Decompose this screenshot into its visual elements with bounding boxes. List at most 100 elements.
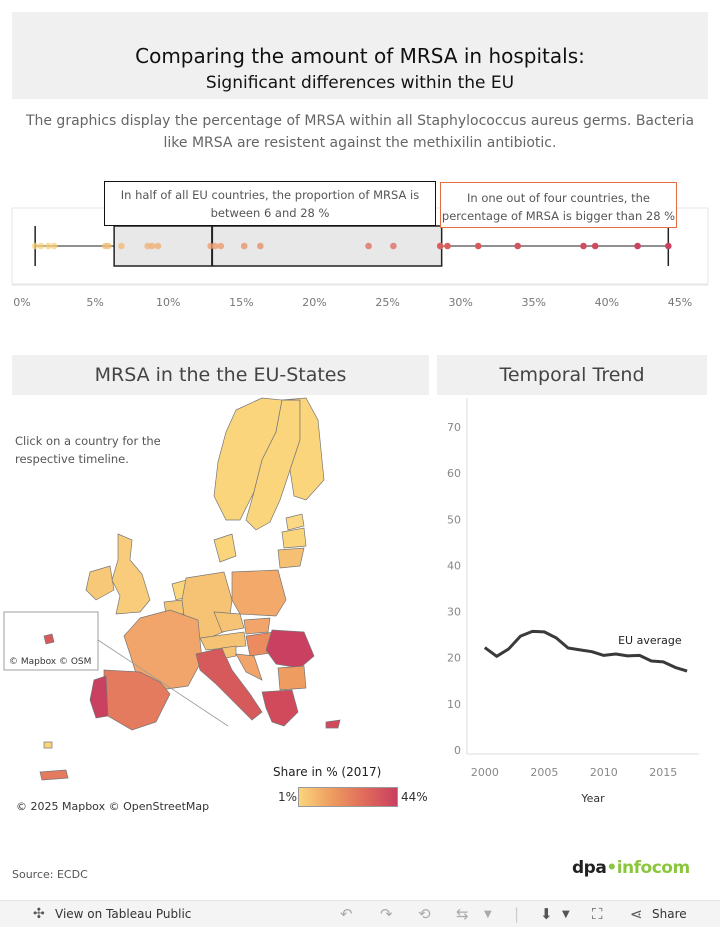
country-malta[interactable] [43,633,55,645]
country-uk[interactable] [111,533,151,615]
tableau-icon[interactable]: ✣ [33,906,45,922]
legend-min-label: 1% [278,790,298,804]
x-tick-label: 20% [302,296,326,309]
country-croatia[interactable] [235,653,263,681]
page-title: Comparing the amount of MRSA in hospital… [135,44,585,68]
map-section-header: MRSA in the the EU-States [12,355,429,395]
x-tick-label: 2015 [649,766,677,779]
data-point[interactable] [45,242,52,250]
map-credit[interactable]: © 2025 Mapbox © OpenStreetMap [16,800,210,813]
data-point[interactable] [634,242,641,250]
country-ireland[interactable] [85,565,115,601]
y-tick-label: 40 [447,559,461,572]
data-point[interactable] [118,242,125,250]
data-point[interactable] [665,242,672,250]
country-canaries[interactable] [39,769,69,781]
country-iceland[interactable] [43,741,53,749]
country-poland[interactable] [231,569,287,617]
iqr-box [113,225,443,267]
data-point[interactable] [104,242,112,250]
data-point[interactable] [154,242,162,250]
country-cyprus[interactable] [325,719,341,729]
country-latvia[interactable] [281,527,307,549]
inset-connector [97,639,229,727]
trend-chart[interactable]: 0 10 20 30 40 50 60 70 2000 2005 2010 2015 Year EU av… [437,396,707,816]
series-label: EU average [618,634,682,647]
y-tick-label: 30 [447,606,461,619]
x-tick-label: 2005 [530,766,558,779]
data-point[interactable] [148,242,156,250]
data-point[interactable] [31,242,39,250]
data-point[interactable] [37,242,45,250]
series-line-eu-average[interactable] [483,629,688,673]
data-point[interactable] [444,242,451,250]
x-axis-title: Year [580,792,605,805]
country-estonia[interactable] [285,513,305,531]
data-point[interactable] [257,242,264,250]
x-tick-label: 35% [522,296,546,309]
country-bulgaria[interactable] [277,665,307,691]
data-point[interactable] [514,242,521,250]
y-tick-label: 60 [447,467,461,480]
tableau-toolbar: ✣ View on Tableau Public ↶ ↷ ⟲ ⇆ ▼ | ⬇ ▼… [0,900,720,927]
x-tick-label: 40% [595,296,619,309]
x-tick-label: 0% [13,296,30,309]
annotation-top-quartile-text: In one out of four countries, the percen… [441,191,676,223]
data-point[interactable] [390,242,397,250]
data-point[interactable] [217,242,225,250]
x-tick-label: 15% [229,296,253,309]
data-point[interactable] [365,242,372,250]
country-lithuania[interactable] [277,547,305,569]
share-icon[interactable]: ⋖ [630,905,643,923]
country-denmark[interactable] [213,533,237,563]
legend-max-label: 44% [401,790,428,804]
data-point[interactable] [240,242,248,250]
page-subtitle-heading: Significant differences within the EU [205,73,515,93]
country-finland[interactable] [281,397,325,501]
country-austria[interactable] [199,631,247,651]
country-romania[interactable] [265,629,315,669]
trend-section-header: Temporal Trend [437,355,707,395]
refresh-icon[interactable]: ⇆ [456,905,469,923]
y-tick-label: 0 [454,744,461,757]
x-tick-label: 30% [448,296,472,309]
toolbar-divider: | [514,905,520,923]
country-norway[interactable] [213,397,283,521]
country-italy[interactable] [195,647,263,721]
redo-icon[interactable]: ↷ [380,905,393,923]
country-czechia[interactable] [213,611,245,633]
legend-color-scale [298,787,398,807]
legend-title: Share in % (2017) [273,765,382,779]
brand-dot: • [606,858,617,878]
y-tick-label: 10 [447,698,461,711]
map-hint: Click on a country for the respective ti… [15,434,161,466]
country-slovenia[interactable] [221,645,237,659]
download-dropdown-icon[interactable]: ▼ [562,909,570,920]
annotation-interquartile-text: In half of all EU countries, the proport… [120,188,420,220]
download-icon[interactable]: ⬇ [540,905,553,923]
brand-left: dpa [572,858,607,878]
view-on-tableau-link[interactable]: View on Tableau Public [55,907,192,921]
x-tick-label: 10% [156,296,180,309]
annotation-top-quartile: In one out of four countries, the percen… [440,182,677,228]
refresh-dropdown-icon[interactable]: ▼ [484,909,492,920]
country-portugal[interactable] [89,675,109,719]
data-point[interactable] [591,242,599,250]
distribution-chart[interactable]: 0% 5% 10% 15% 20% 25% 30% 35% 40% 45% [0,180,720,315]
country-greece[interactable] [261,689,299,727]
brand-right: infocom [616,858,690,878]
brand-logo[interactable]: dpa•infocom [572,858,690,878]
data-point[interactable] [436,242,444,250]
data-point[interactable] [580,242,587,250]
eu-map[interactable] [0,396,432,786]
revert-icon[interactable]: ⟲ [418,905,431,923]
country-slovakia[interactable] [243,617,271,635]
data-point[interactable] [50,242,58,250]
data-point[interactable] [474,242,482,250]
data-point[interactable] [211,242,219,250]
country-sweden[interactable] [245,399,301,531]
undo-icon[interactable]: ↶ [340,905,353,923]
y-tick-label: 50 [447,513,461,526]
share-button[interactable]: Share [652,907,687,921]
fullscreen-icon[interactable]: ⛶ [592,905,603,923]
